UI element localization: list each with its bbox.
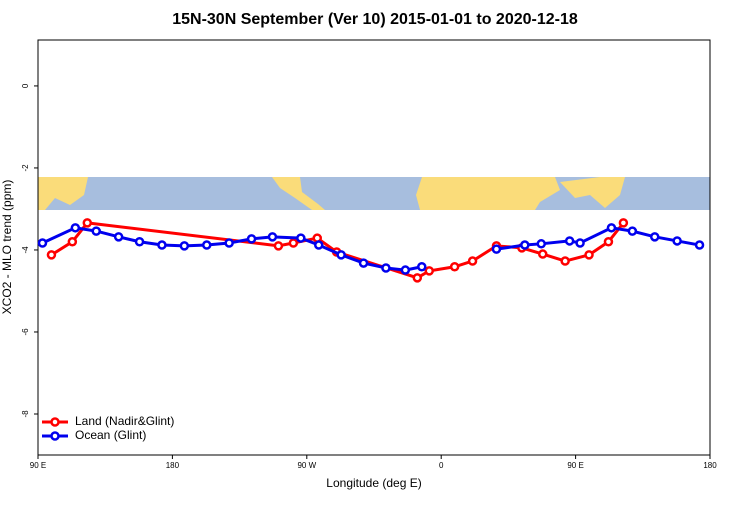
y-tick-label: 0	[21, 83, 30, 88]
point	[520, 240, 530, 250]
point	[67, 237, 78, 247]
point	[564, 236, 575, 246]
point	[37, 238, 48, 248]
point	[224, 238, 234, 248]
x-axis-label: Longitude (deg E)	[326, 476, 421, 490]
x-tick-label: 180	[703, 461, 717, 470]
point	[46, 250, 57, 260]
point	[201, 240, 212, 250]
y-axis-label: XCO2 - MLO trend (ppm)	[0, 180, 14, 315]
point	[424, 266, 435, 276]
point	[412, 273, 423, 283]
y-tick-label: -6	[21, 328, 30, 336]
point	[288, 238, 299, 248]
legend-label: Land (Nadir&Glint)	[75, 414, 174, 428]
point	[381, 263, 391, 273]
point	[536, 239, 547, 249]
point	[603, 237, 614, 247]
x-tick-label: 0	[439, 461, 444, 470]
point	[584, 250, 594, 260]
point	[672, 236, 682, 246]
point	[91, 226, 101, 236]
point	[606, 223, 617, 233]
point	[336, 250, 346, 260]
legend-marker	[50, 417, 60, 427]
point	[267, 232, 278, 242]
point	[113, 232, 124, 242]
legend-label: Ocean (Glint)	[75, 428, 146, 442]
point	[449, 262, 460, 272]
point	[618, 218, 629, 228]
map-band	[38, 177, 710, 210]
point	[537, 249, 548, 259]
y-tick-label: -8	[21, 410, 30, 418]
x-tick-label: 180	[166, 461, 180, 470]
y-tick-label: -4	[21, 246, 30, 254]
point	[694, 240, 705, 250]
point	[157, 240, 167, 250]
series-line	[41, 226, 700, 272]
point	[467, 256, 478, 266]
point	[575, 238, 585, 248]
point	[246, 234, 257, 244]
point	[358, 258, 369, 268]
point	[296, 233, 306, 243]
point	[179, 241, 190, 251]
point	[134, 237, 145, 247]
point	[273, 241, 284, 251]
point	[627, 226, 638, 236]
x-tick-label: 90 E	[30, 461, 46, 470]
chart-title: 15N-30N September (Ver 10) 2015-01-01 to…	[172, 11, 578, 28]
plot-frame	[37, 39, 711, 456]
point	[313, 240, 324, 250]
point	[400, 265, 411, 275]
point	[491, 244, 502, 254]
x-tick-label: 90 W	[297, 461, 316, 470]
x-tick-label: 90 E	[567, 461, 583, 470]
y-tick-label: -2	[21, 164, 30, 172]
legend-marker	[50, 431, 60, 441]
point	[70, 223, 81, 233]
point	[82, 218, 93, 228]
point	[560, 256, 570, 266]
point	[649, 232, 660, 242]
point	[417, 262, 427, 272]
